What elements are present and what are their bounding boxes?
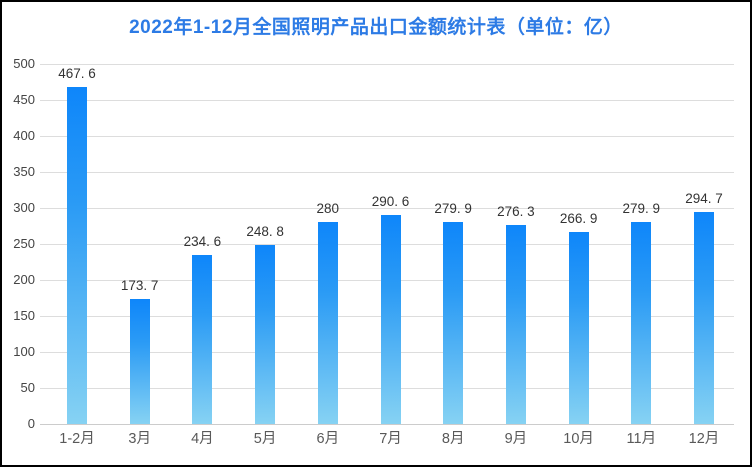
bar-value-label: 294. 7 — [685, 190, 723, 206]
bar — [694, 211, 714, 424]
bar-value-label: 234. 6 — [183, 234, 222, 250]
gridline — [40, 208, 734, 209]
bar — [67, 87, 87, 424]
bar — [380, 214, 401, 424]
bar-value-label: 279. 9 — [622, 201, 661, 217]
y-axis-tick-label: 250 — [13, 236, 35, 251]
x-axis-line — [40, 424, 734, 425]
bar — [631, 222, 652, 424]
bar-value-label: 248. 8 — [246, 223, 284, 239]
x-axis-label: 10月 — [563, 431, 594, 447]
bar-value-label: 290. 6 — [371, 193, 410, 209]
y-axis-tick-label: 400 — [13, 128, 35, 143]
y-axis-tick-label: 200 — [13, 272, 35, 287]
gridline — [40, 64, 734, 65]
bar — [443, 222, 464, 424]
gridline — [40, 100, 734, 101]
y-axis-tick-label: 450 — [13, 92, 35, 107]
y-axis-tick-label: 50 — [20, 380, 35, 395]
bar-value-label: 276. 3 — [497, 204, 535, 220]
bar-value-label: 280 — [316, 201, 340, 217]
y-axis-tick-label: 350 — [13, 164, 35, 179]
x-axis-label: 5月 — [253, 431, 277, 447]
x-axis-label: 3月 — [128, 431, 151, 447]
bar-value-label: 467. 6 — [58, 66, 96, 82]
y-axis-tick-label: 0 — [27, 416, 35, 431]
bar — [192, 255, 213, 424]
y-axis-tick-label: 150 — [13, 308, 35, 323]
gridline — [40, 172, 734, 173]
y-axis-tick-label: 300 — [13, 200, 35, 215]
x-axis-label: 4月 — [191, 431, 214, 447]
chart-title: 2022年1-12月全国照明产品出口金额统计表（单位：亿） — [129, 17, 623, 38]
x-axis-label: 7月 — [379, 431, 402, 447]
y-axis-tick-label: 500 — [13, 56, 35, 71]
bar — [129, 298, 150, 424]
x-axis-label: 12月 — [688, 431, 720, 447]
x-axis-label: 8月 — [441, 431, 465, 447]
bar-value-label: 279. 9 — [434, 201, 472, 217]
bar — [505, 225, 526, 424]
bar-value-label: 173. 7 — [120, 277, 159, 293]
gridline — [40, 136, 734, 137]
x-axis-label: 6月 — [316, 431, 340, 447]
x-axis-label: 11月 — [626, 431, 657, 447]
x-axis-label: 1-2月 — [59, 431, 95, 447]
bar — [568, 231, 589, 424]
y-axis-tick-label: 100 — [13, 344, 35, 359]
bar — [317, 222, 338, 424]
bar — [255, 244, 276, 424]
bar-value-label: 266. 9 — [559, 210, 598, 226]
x-axis-label: 9月 — [504, 431, 528, 447]
